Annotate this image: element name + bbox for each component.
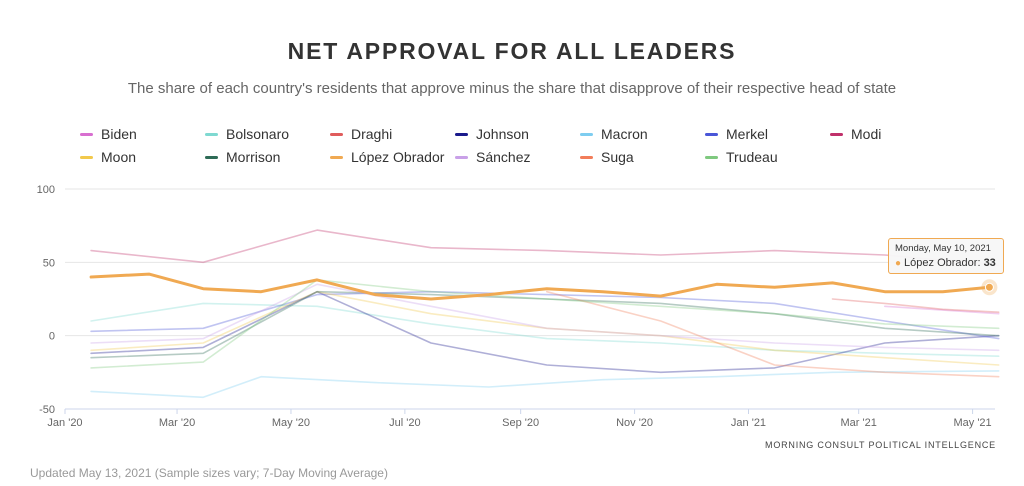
series-line-s-nchez: [90, 283, 1000, 352]
legend-swatch: [205, 155, 218, 159]
chart-subtitle: The share of each country's residents th…: [127, 80, 897, 97]
legend-label: Bolsonaro: [226, 126, 290, 142]
legend-label: Modi: [851, 126, 882, 142]
x-tick-label: Mar '20: [159, 417, 195, 429]
tooltip-series: López Obrador: [904, 257, 978, 269]
legend-label: Sánchez: [476, 149, 531, 165]
legend-swatch: [830, 132, 843, 136]
x-tick-label: Jan '21: [731, 417, 766, 429]
legend-item[interactable]: Bolsonaro: [205, 126, 289, 142]
series-line-suga: [546, 290, 1000, 378]
y-tick-label: -50: [39, 404, 55, 416]
legend-item[interactable]: Merkel: [705, 126, 768, 142]
legend-item[interactable]: Draghi: [330, 126, 392, 142]
legend-swatch: [580, 155, 593, 159]
series-line-l-pez-obrador: [89, 272, 991, 301]
legend-swatch: [80, 132, 93, 136]
series-line-merkel: [90, 290, 1000, 340]
x-tick-label: May '20: [272, 417, 310, 429]
x-tick-label: Sep '20: [502, 417, 539, 429]
chart-tooltip: Monday, May 10, 2021 ● López Obrador: 33: [888, 238, 1004, 274]
legend-swatch: [330, 132, 343, 136]
legend-swatch: [330, 155, 343, 159]
tooltip-dot-icon: ●: [895, 258, 902, 269]
legend-item[interactable]: Sánchez: [455, 149, 530, 165]
series-line-bolsonaro: [90, 302, 1000, 357]
x-tick-label: May '21: [953, 417, 991, 429]
hover-point: [984, 282, 994, 292]
x-tick-label: Mar '21: [841, 417, 877, 429]
x-tick-label: Nov '20: [616, 417, 653, 429]
legend-item[interactable]: Johnson: [455, 126, 529, 142]
legend-item[interactable]: López Obrador: [330, 149, 444, 165]
legend-swatch: [80, 155, 93, 159]
series-line-trudeau: [90, 279, 1000, 369]
legend-label: Morrison: [226, 149, 281, 165]
legend-swatch: [580, 132, 593, 136]
legend-item[interactable]: Moon: [80, 149, 136, 165]
legend-item[interactable]: Modi: [830, 126, 881, 142]
legend-label: Moon: [101, 149, 137, 165]
series-line-johnson: [90, 290, 1000, 374]
tooltip-value: 33: [983, 257, 996, 269]
series-line-morrison: [90, 290, 1000, 359]
series-line-draghi: [831, 298, 1000, 313]
chart-credits[interactable]: MORNING CONSULT POLITICAL INTELLGENCE: [765, 440, 996, 450]
legend-swatch: [705, 132, 718, 136]
legend-label: Macron: [601, 126, 648, 142]
y-tick-label: 50: [43, 257, 55, 269]
series-line-modi: [90, 229, 1000, 267]
legend-swatch: [455, 155, 468, 159]
legend-swatch: [455, 132, 468, 136]
series-line-macron: [90, 370, 1000, 399]
legend-label: Suga: [601, 149, 634, 165]
chart-footnote: Updated May 13, 2021 (Sample sizes vary;…: [30, 466, 388, 480]
x-tick-label: Jan '20: [47, 417, 82, 429]
series-line-moon: [90, 290, 1000, 366]
legend-swatch: [205, 132, 218, 136]
legend-item[interactable]: Morrison: [205, 149, 280, 165]
legend-swatch: [705, 155, 718, 159]
chart-title: NET APPROVAL FOR ALL LEADERS: [287, 38, 737, 64]
tooltip-date: Monday, May 10, 2021: [895, 243, 991, 254]
x-tick-label: Jul '20: [389, 417, 420, 429]
y-tick-label: 100: [37, 184, 55, 196]
legend-item[interactable]: Macron: [580, 126, 648, 142]
legend-item[interactable]: Biden: [80, 126, 137, 142]
y-tick-label: 0: [49, 331, 55, 343]
legend-label: Biden: [101, 126, 137, 142]
legend-item[interactable]: Suga: [580, 149, 634, 165]
legend-label: López Obrador: [351, 149, 445, 165]
series-line-biden: [884, 305, 1000, 315]
legend-label: Johnson: [476, 126, 529, 142]
legend-label: Merkel: [726, 126, 769, 142]
legend-label: Draghi: [351, 126, 393, 142]
legend-item[interactable]: Trudeau: [705, 149, 778, 165]
legend-label: Trudeau: [726, 149, 778, 165]
